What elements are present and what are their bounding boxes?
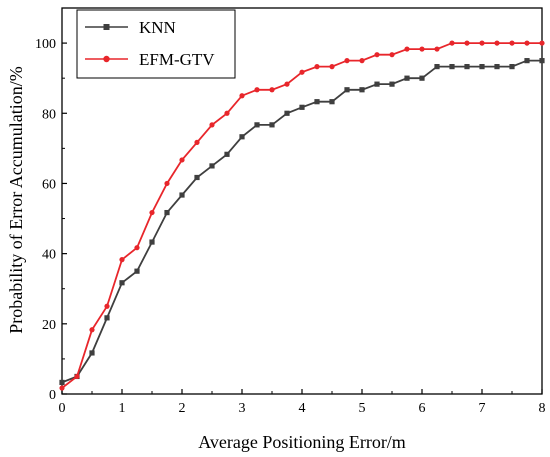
data-point-efm-gtv bbox=[389, 52, 395, 58]
series-line-efm-gtv bbox=[61, 42, 542, 389]
data-point-knn bbox=[509, 64, 515, 70]
data-point-knn bbox=[179, 192, 185, 198]
legend-label-knn: KNN bbox=[139, 18, 176, 37]
data-point-knn bbox=[284, 110, 290, 116]
y-tick-label: 40 bbox=[42, 248, 56, 263]
legend-marker-knn bbox=[103, 24, 110, 30]
x-tick-label: 5 bbox=[359, 401, 366, 416]
data-point-knn bbox=[449, 64, 455, 70]
data-point-efm-gtv bbox=[314, 64, 320, 70]
data-point-knn bbox=[374, 81, 380, 87]
x-tick-label: 3 bbox=[239, 401, 246, 416]
data-point-knn bbox=[359, 87, 365, 93]
data-point-knn bbox=[269, 122, 275, 128]
data-point-efm-gtv bbox=[134, 245, 140, 251]
data-point-efm-gtv bbox=[149, 209, 155, 216]
legend: KNN EFM-GTV bbox=[76, 9, 236, 79]
data-point-efm-gtv bbox=[524, 40, 530, 46]
data-point-efm-gtv bbox=[209, 122, 215, 128]
data-point-efm-gtv bbox=[494, 40, 500, 46]
data-point-knn bbox=[344, 87, 350, 93]
data-point-efm-gtv bbox=[89, 327, 95, 333]
data-point-knn bbox=[239, 134, 245, 140]
legend-item-efm-gtv: EFM-GTV bbox=[85, 50, 215, 69]
data-point-efm-gtv bbox=[104, 303, 110, 309]
data-point-knn bbox=[59, 379, 65, 386]
data-point-efm-gtv bbox=[509, 40, 515, 46]
data-point-efm-gtv bbox=[74, 373, 80, 380]
data-point-knn bbox=[254, 122, 260, 128]
data-point-efm-gtv bbox=[224, 110, 230, 116]
data-point-efm-gtv bbox=[464, 40, 470, 46]
data-point-knn bbox=[104, 315, 110, 321]
data-point-efm-gtv bbox=[179, 157, 185, 163]
data-point-efm-gtv bbox=[359, 58, 365, 64]
data-point-knn bbox=[329, 99, 335, 105]
x-tick-label: 1 bbox=[119, 401, 126, 416]
data-point-knn bbox=[194, 174, 200, 181]
data-point-knn bbox=[419, 75, 425, 81]
y-axis-ticks: 0 20 40 60 80 100 bbox=[35, 37, 67, 403]
data-point-knn bbox=[539, 58, 545, 64]
x-axis-ticks: 0 1 2 3 4 5 6 7 8 bbox=[59, 389, 546, 416]
data-point-knn bbox=[389, 81, 395, 87]
data-point-efm-gtv bbox=[479, 40, 485, 46]
data-point-efm-gtv bbox=[344, 58, 350, 64]
data-point-efm-gtv bbox=[404, 46, 410, 52]
data-point-efm-gtv bbox=[284, 81, 290, 87]
data-point-efm-gtv bbox=[59, 385, 65, 391]
data-point-knn bbox=[119, 280, 125, 286]
data-point-knn bbox=[149, 239, 155, 245]
series-knn bbox=[59, 58, 545, 386]
x-tick-label: 2 bbox=[179, 401, 186, 416]
data-point-efm-gtv bbox=[374, 52, 380, 58]
data-point-efm-gtv bbox=[269, 87, 275, 93]
data-point-knn bbox=[164, 209, 170, 216]
data-point-efm-gtv bbox=[254, 87, 260, 93]
y-tick-label: 60 bbox=[42, 177, 56, 192]
x-tick-label: 8 bbox=[539, 401, 546, 416]
y-axis-label: Probability of Error Accumulation/% bbox=[6, 66, 26, 333]
data-point-efm-gtv bbox=[539, 40, 545, 46]
series-efm-gtv bbox=[59, 40, 545, 391]
legend-item-knn: KNN bbox=[85, 18, 176, 37]
x-axis-label: Average Positioning Error/m bbox=[198, 432, 406, 452]
y-tick-label: 20 bbox=[42, 318, 56, 333]
x-tick-label: 0 bbox=[59, 401, 66, 416]
data-point-efm-gtv bbox=[419, 46, 425, 52]
data-point-efm-gtv bbox=[164, 180, 170, 187]
data-point-knn bbox=[134, 268, 140, 274]
y-tick-label: 0 bbox=[49, 388, 56, 403]
y-tick-label: 80 bbox=[42, 107, 56, 122]
x-tick-label: 6 bbox=[419, 401, 426, 416]
data-point-knn bbox=[434, 64, 440, 70]
data-point-knn bbox=[89, 350, 95, 356]
data-point-knn bbox=[224, 151, 230, 157]
legend-box bbox=[76, 9, 236, 79]
data-point-knn bbox=[209, 163, 215, 169]
y-tick-label: 100 bbox=[35, 37, 56, 52]
data-point-efm-gtv bbox=[434, 46, 440, 52]
data-point-knn bbox=[404, 75, 410, 81]
data-point-knn bbox=[524, 58, 530, 64]
data-point-efm-gtv bbox=[194, 139, 200, 145]
data-point-efm-gtv bbox=[239, 93, 245, 99]
x-tick-label: 4 bbox=[299, 401, 306, 416]
data-point-efm-gtv bbox=[119, 257, 125, 263]
x-tick-label: 7 bbox=[479, 401, 486, 416]
legend-label-efm-gtv: EFM-GTV bbox=[139, 50, 215, 69]
data-point-knn bbox=[299, 104, 305, 110]
data-point-knn bbox=[464, 64, 470, 70]
data-point-efm-gtv bbox=[449, 40, 455, 46]
data-point-efm-gtv bbox=[299, 69, 305, 75]
data-point-efm-gtv bbox=[329, 64, 335, 70]
legend-marker-efm-gtv bbox=[103, 55, 110, 63]
data-point-knn bbox=[314, 99, 320, 105]
series-layer bbox=[59, 40, 545, 391]
data-point-knn bbox=[479, 64, 485, 70]
data-point-knn bbox=[494, 64, 500, 70]
